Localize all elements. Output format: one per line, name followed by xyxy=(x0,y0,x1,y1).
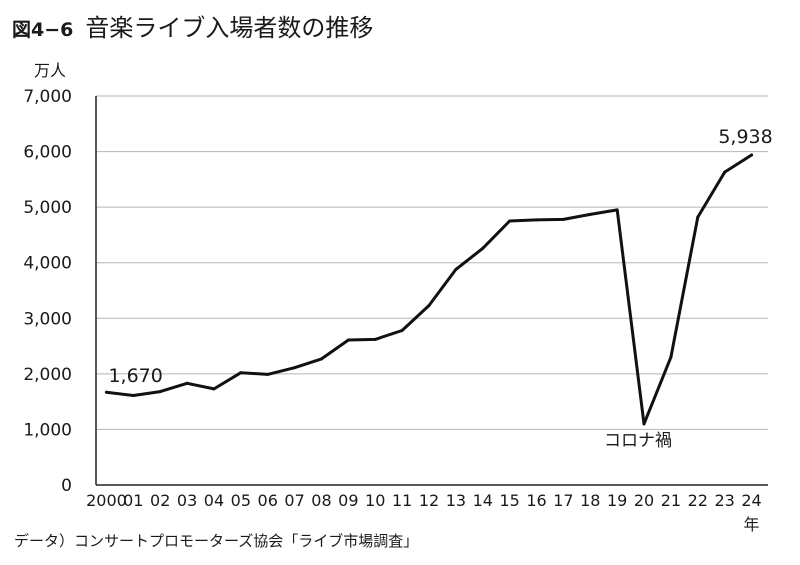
data-point xyxy=(723,170,727,174)
figure-number: 図4−6 xyxy=(12,19,74,41)
x-tick-label: 11 xyxy=(392,491,412,510)
x-tick-label: 12 xyxy=(419,491,439,510)
data-point xyxy=(158,390,162,394)
x-tick-label: 16 xyxy=(526,491,546,510)
data-point xyxy=(266,372,270,376)
x-tick-label: 06 xyxy=(258,491,278,510)
data-point xyxy=(185,381,189,385)
x-tick-label: 07 xyxy=(284,491,304,510)
annotation-covid: コロナ禍 xyxy=(604,431,672,451)
x-tick-label: 19 xyxy=(607,491,627,510)
figure-title: 図4−6 音楽ライブ入場者数の推移 xyxy=(12,8,373,43)
data-point xyxy=(373,337,377,341)
data-point xyxy=(319,357,323,361)
data-point xyxy=(212,387,216,391)
y-tick-label: 5,000 xyxy=(23,198,72,218)
y-tick-label: 1,000 xyxy=(23,420,72,440)
data-point xyxy=(696,215,700,219)
data-point xyxy=(346,338,350,342)
x-tick-label: 17 xyxy=(553,491,573,510)
y-tick-label: 0 xyxy=(61,476,72,496)
x-tick-label: 24 xyxy=(741,491,761,510)
x-tick-label: 02 xyxy=(150,491,170,510)
x-tick-label: 01 xyxy=(123,491,143,510)
x-tick-label: 14 xyxy=(473,491,493,510)
figure-title-text: 音楽ライブ入場者数の推移 xyxy=(85,14,374,42)
x-axis-label: 年 xyxy=(744,515,760,534)
data-point xyxy=(454,267,458,271)
data-point xyxy=(642,422,646,426)
annotation-start-value: 1,670 xyxy=(108,365,162,387)
data-point xyxy=(535,218,539,222)
x-tick-label: 08 xyxy=(311,491,331,510)
y-tick-label: 7,000 xyxy=(23,87,72,107)
x-tick-label: 13 xyxy=(446,491,466,510)
data-point xyxy=(481,246,485,250)
data-point xyxy=(508,219,512,223)
x-tick-label: 23 xyxy=(715,491,735,510)
x-tick-label: 18 xyxy=(580,491,600,510)
x-tick-label: 05 xyxy=(231,491,251,510)
data-point xyxy=(588,212,592,216)
data-point xyxy=(239,371,243,375)
data-point xyxy=(427,304,431,308)
data-point xyxy=(131,394,135,398)
data-point xyxy=(561,217,565,221)
y-tick-label: 4,000 xyxy=(23,254,72,274)
y-tick-label: 2,000 xyxy=(23,365,72,385)
data-point xyxy=(615,208,619,212)
x-tick-label: 10 xyxy=(365,491,385,510)
y-axis-label: 万人 xyxy=(34,61,66,80)
x-tick-label: 04 xyxy=(204,491,224,510)
y-tick-label: 3,000 xyxy=(23,309,72,329)
y-tick-label: 6,000 xyxy=(23,143,72,163)
x-tick-label: 22 xyxy=(688,491,708,510)
annotation-end-value: 5,938 xyxy=(718,126,772,148)
data-point xyxy=(400,329,404,333)
source-note: データ）コンサートプロモーターズ協会「ライブ市場調査」 xyxy=(14,532,419,550)
data-point xyxy=(293,366,297,370)
x-tick-label: 15 xyxy=(499,491,519,510)
x-tick-label: 20 xyxy=(634,491,654,510)
data-point xyxy=(104,390,108,394)
data-point xyxy=(669,355,673,359)
x-tick-label: 09 xyxy=(338,491,358,510)
x-tick-label: 2000 xyxy=(86,491,127,510)
data-point xyxy=(750,153,754,157)
x-tick-label: 03 xyxy=(177,491,197,510)
series-line xyxy=(104,153,754,426)
x-tick-label: 21 xyxy=(661,491,681,510)
